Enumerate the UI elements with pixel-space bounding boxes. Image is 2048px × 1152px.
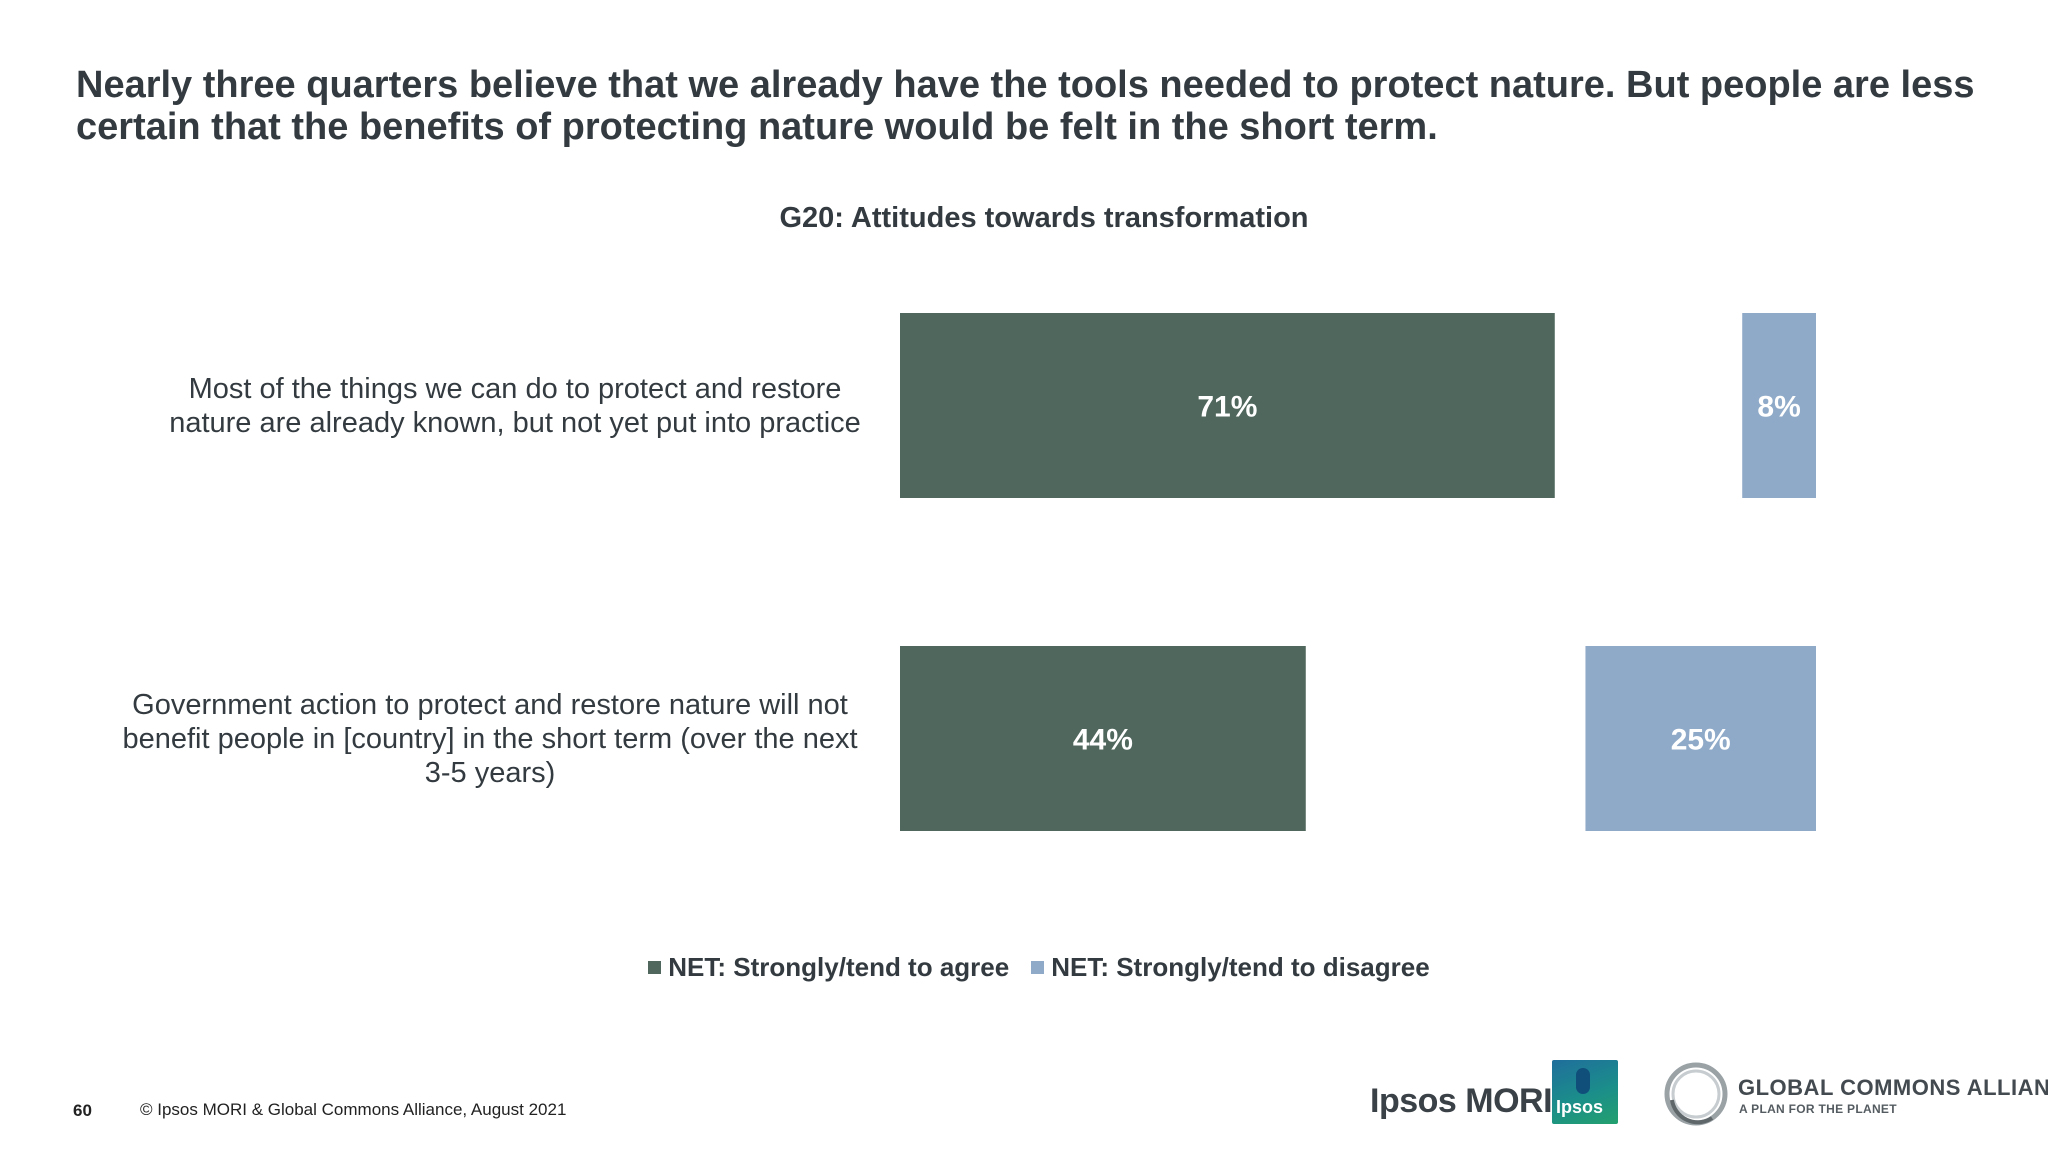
legend-item-agree: NET: Strongly/tend to agree (648, 952, 1009, 983)
bar-disagree-label-2: 25% (1671, 724, 1731, 757)
category-label-1: Most of the things we can do to protect … (115, 372, 915, 440)
global-commons-ring-icon (1664, 1062, 1728, 1126)
page-number: 60 (73, 1101, 92, 1120)
category-label-2-line-2: benefit people in [country] in the short… (122, 723, 858, 755)
legend-swatch-agree (648, 960, 662, 974)
bar-agree-2 (900, 646, 1306, 831)
copyright-text: © Ipsos MORI & Global Commons Alliance, … (140, 1100, 567, 1119)
category-label-1-line-1: Most of the things we can do to protect … (188, 373, 842, 405)
bar-disagree-2 (1585, 646, 1816, 831)
legend-swatch-disagree (1031, 960, 1045, 974)
legend-item-disagree: NET: Strongly/tend to disagree (1031, 952, 1430, 983)
ipsos-mori-logo: Ipsos MORI (1370, 1082, 1553, 1120)
bar-disagree-label-1: 8% (1757, 391, 1800, 424)
bar-disagree-1 (1742, 313, 1816, 498)
global-commons-logo-tagline: A PLAN FOR THE PLANET (1739, 1102, 1897, 1116)
ipsos-badge-logo: Ipsos (1552, 1060, 1618, 1124)
global-commons-logo-name: GLOBAL COMMONS ALLIANCE (1738, 1075, 2048, 1100)
bar-agree-label-2: 44% (1073, 724, 1133, 757)
legend-label-disagree: NET: Strongly/tend to disagree (1051, 951, 1430, 982)
category-label-2-line-3: 3-5 years) (424, 757, 556, 789)
bar-agree-label-1: 71% (1197, 391, 1257, 424)
bar-agree-1 (900, 313, 1555, 498)
category-label-1-line-2: nature are already known, but not yet pu… (169, 407, 861, 439)
ipsos-badge-text: Ipsos (1556, 1097, 1604, 1117)
page-headline: Nearly three quarters believe that we al… (76, 64, 1975, 148)
chart-legend: NET: Strongly/tend to agree NET: Strongl… (0, 947, 2048, 987)
ipsos-badge-mark-icon (1576, 1068, 1590, 1094)
chart-title: G20: Attitudes towards transformation (779, 202, 1309, 234)
category-label-2: Government action to protect and restore… (90, 688, 890, 790)
category-label-2-line-1: Government action to protect and restore… (132, 689, 848, 721)
legend-label-agree: NET: Strongly/tend to agree (668, 951, 1010, 982)
